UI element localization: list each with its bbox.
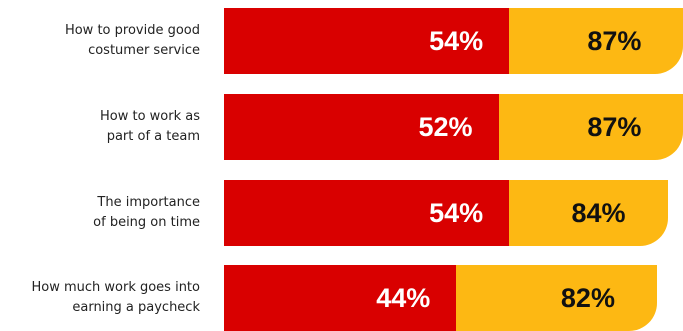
data-label-series-2: 84% bbox=[571, 198, 626, 228]
bar-series-1 bbox=[224, 180, 510, 246]
category-label-line: How to work as bbox=[99, 109, 200, 124]
category-label-line: of being on time bbox=[93, 215, 200, 230]
category-label: How to work as part of a team bbox=[0, 107, 200, 147]
category-label-line: part of a team bbox=[106, 129, 200, 144]
category-label-line: How much work goes into bbox=[31, 280, 200, 295]
bar-series-1 bbox=[224, 94, 499, 160]
category-label: How much work goes into earning a paychec… bbox=[0, 278, 200, 318]
bar-series-1 bbox=[224, 265, 457, 331]
data-label-series-2: 87% bbox=[587, 112, 642, 142]
data-label-series-1: 54% bbox=[429, 26, 484, 56]
category-label-line: earning a paycheck bbox=[72, 300, 200, 315]
data-label-series-1: 52% bbox=[418, 112, 473, 142]
data-label-series-1: 54% bbox=[429, 198, 484, 228]
data-label-series-1: 44% bbox=[376, 283, 431, 313]
data-label-series-2: 87% bbox=[587, 26, 642, 56]
category-label-line: The importance bbox=[97, 195, 200, 210]
category-label-line: How to provide good bbox=[64, 23, 200, 38]
bar-series-1 bbox=[224, 8, 510, 74]
category-label-line: costumer service bbox=[88, 43, 200, 58]
category-label: How to provide good costumer service bbox=[0, 21, 200, 61]
category-label: The importance of being on time bbox=[0, 193, 200, 233]
data-label-series-2: 82% bbox=[560, 283, 615, 313]
